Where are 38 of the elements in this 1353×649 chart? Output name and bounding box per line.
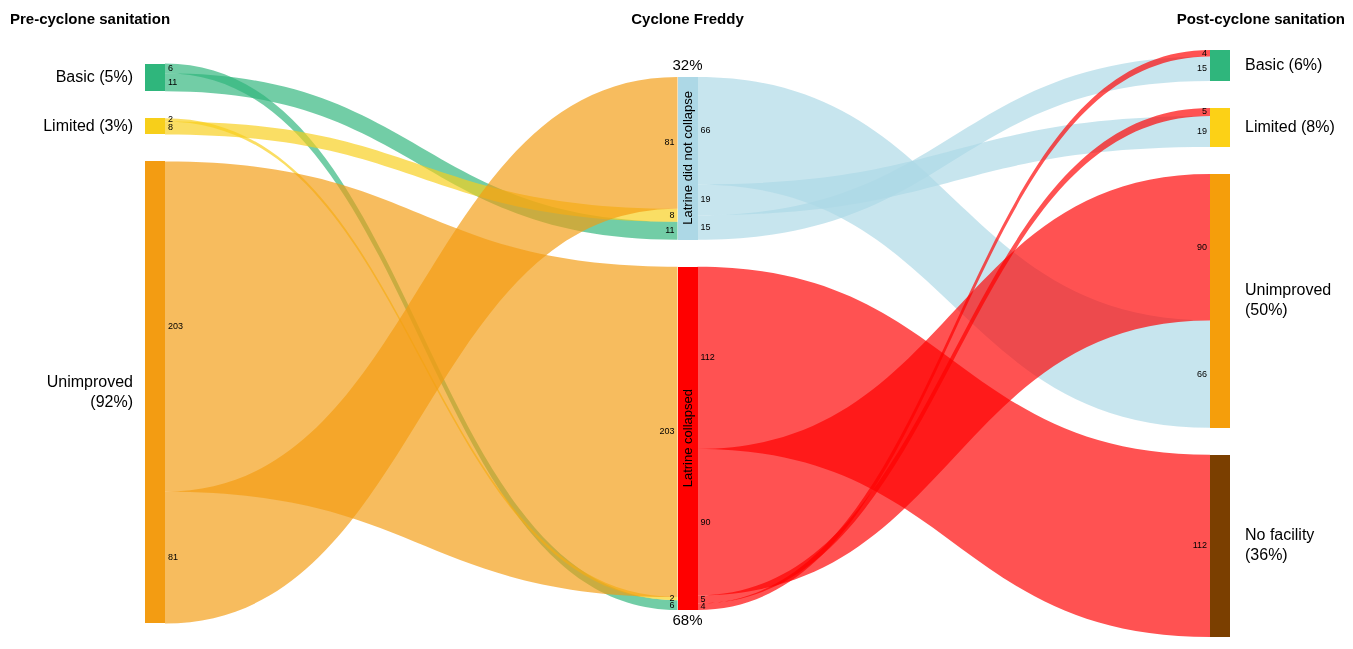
- data-label: 90: [1196, 241, 1207, 252]
- category-label: Latrine did not collapse: [680, 91, 695, 226]
- text: 19: [700, 194, 711, 205]
- data-label: 4: [1201, 47, 1207, 58]
- data-label: 15: [1196, 63, 1207, 74]
- text: 203: [168, 321, 184, 332]
- category-label: Latrine collapsed: [680, 389, 695, 488]
- category-label: Basic (6%): [1245, 55, 1323, 73]
- text: 112: [700, 352, 715, 363]
- legend-label: Basic (5%): [55, 67, 133, 85]
- text: 32%: [672, 55, 703, 73]
- category-label: Limited (8%): [1245, 117, 1335, 135]
- text: 15: [700, 221, 711, 232]
- data-label: 19: [1196, 125, 1207, 136]
- text: 11: [168, 76, 178, 87]
- text: 6: [168, 62, 174, 73]
- data-label: 203: [659, 426, 675, 437]
- category-label: No facility (36%): [1245, 526, 1315, 564]
- node-block: Latrine did not collapse: [677, 77, 698, 240]
- data-label: 81: [664, 137, 675, 148]
- node-block: Latrine collapsed: [677, 266, 698, 610]
- legend-label: Limited (3%): [43, 116, 133, 134]
- text: 68%: [672, 610, 703, 628]
- text: Pre-cyclone sanitation: [10, 10, 171, 28]
- series-label: Unimproved (92%): [46, 372, 133, 410]
- text: Post-cyclone sanitation: [1176, 10, 1345, 28]
- category-label: Unimproved (50%): [1245, 281, 1332, 319]
- text: Cyclone Freddy: [631, 10, 745, 28]
- text: 8: [168, 122, 174, 133]
- data-label: 5: [1201, 106, 1207, 117]
- text: 2: [168, 114, 174, 125]
- text: 81: [168, 552, 179, 563]
- data-label: 112: [1192, 540, 1207, 551]
- data-label: 66: [1196, 368, 1207, 379]
- text: 66: [700, 125, 711, 136]
- data-label: 8: [669, 209, 675, 220]
- data-label: 11: [665, 225, 675, 236]
- text: 90: [700, 516, 711, 527]
